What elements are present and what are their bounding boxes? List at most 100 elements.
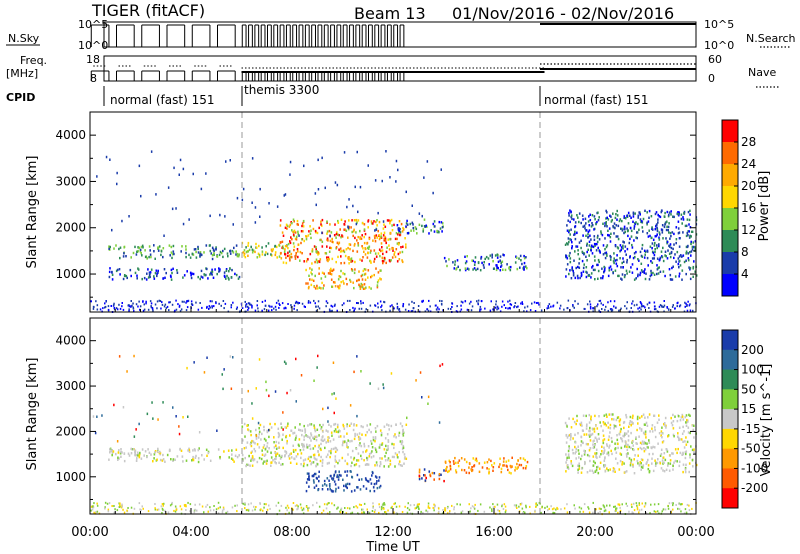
- heatmap-cell: [244, 435, 246, 438]
- heatmap-cell: [144, 255, 147, 259]
- heatmap-cell: [690, 254, 692, 257]
- heatmap-cell: [407, 502, 409, 505]
- heatmap-cell: [306, 472, 309, 475]
- heatmap-cell: [627, 222, 630, 225]
- heatmap-cell: [123, 246, 125, 249]
- heatmap-cell: [691, 245, 694, 249]
- heatmap-cell: [453, 267, 456, 270]
- heatmap-cell: [653, 446, 656, 449]
- heatmap-cell: [611, 309, 614, 312]
- heatmap-cell: [231, 449, 233, 452]
- heatmap-cell: [290, 452, 292, 455]
- heatmap-cell: [339, 510, 341, 513]
- heatmap-cell: [102, 307, 104, 310]
- heatmap-cell: [594, 414, 596, 418]
- heatmap-cell: [369, 478, 372, 481]
- heatmap-cell: [655, 308, 657, 311]
- heatmap-cell: [251, 304, 253, 307]
- heatmap-cell: [96, 175, 98, 178]
- heatmap-cell: [343, 261, 346, 265]
- heatmap-cell: [163, 502, 165, 505]
- heatmap-cell: [605, 217, 607, 220]
- heatmap-cell: [588, 254, 590, 257]
- heatmap-cell: [650, 269, 652, 273]
- heatmap-cell: [231, 249, 234, 253]
- heatmap-cell: [647, 467, 650, 471]
- heatmap-cell: [287, 303, 289, 305]
- heatmap-cell: [619, 250, 621, 253]
- heatmap-cell: [369, 251, 372, 254]
- heatmap-cell: [662, 259, 665, 263]
- heatmap-cell: [686, 231, 689, 235]
- heatmap-cell: [589, 234, 591, 237]
- heatmap-cell: [693, 245, 695, 249]
- heatmap-cell: [337, 278, 340, 281]
- heatmap-cell: [656, 233, 658, 236]
- heatmap-cell: [344, 507, 346, 509]
- heatmap-cell: [680, 416, 683, 419]
- heatmap-cell: [365, 478, 367, 481]
- heatmap-cell: [654, 241, 656, 245]
- heatmap-cell: [673, 232, 675, 236]
- heatmap-cell: [598, 455, 601, 458]
- heatmap-cell: [398, 308, 401, 310]
- heatmap-cell: [378, 220, 381, 224]
- heatmap-cell: [671, 231, 674, 234]
- heatmap-cell: [608, 266, 611, 270]
- heatmap-cell: [325, 455, 328, 459]
- heatmap-cell: [633, 448, 635, 452]
- heatmap-cell: [319, 459, 322, 463]
- heatmap-cell: [317, 354, 319, 358]
- heatmap-cell: [308, 455, 310, 459]
- heatmap-cell: [504, 268, 507, 272]
- heatmap-cell: [255, 434, 258, 437]
- heatmap-cell: [574, 300, 576, 303]
- heatmap-cell: [383, 448, 386, 451]
- heatmap-cell: [338, 435, 340, 438]
- heatmap-cell: [328, 450, 330, 453]
- heatmap-cell: [358, 270, 360, 273]
- heatmap-cell: [654, 235, 657, 238]
- heatmap-cell: [624, 470, 627, 474]
- heatmap-cell: [274, 444, 277, 447]
- heatmap-cell: [602, 429, 604, 432]
- heatmap-cell: [416, 505, 418, 508]
- heatmap-cell: [346, 432, 348, 435]
- heatmap-cell: [460, 308, 463, 311]
- heatmap-cell: [646, 445, 648, 449]
- heatmap-cell: [667, 507, 670, 510]
- heatmap-cell: [336, 309, 338, 312]
- heatmap-cell: [328, 250, 331, 253]
- heatmap-cell: [352, 249, 354, 253]
- heatmap-cell: [567, 453, 570, 456]
- heatmap-cell: [336, 507, 338, 510]
- heatmap-cell: [600, 508, 602, 510]
- heatmap-cell: [183, 300, 185, 303]
- heatmap-cell: [372, 502, 374, 505]
- heatmap-cell: [257, 421, 260, 425]
- heatmap-cell: [137, 305, 139, 308]
- heatmap-cell: [335, 232, 338, 236]
- heatmap-cell: [331, 237, 333, 241]
- heatmap-cell: [565, 433, 568, 437]
- heatmap-cell: [314, 429, 317, 433]
- heatmap-cell: [684, 468, 687, 471]
- heatmap-cell: [322, 287, 324, 290]
- heatmap-cell: [157, 418, 159, 421]
- heatmap-cell: [418, 508, 420, 511]
- heatmap-cell: [405, 423, 408, 426]
- heatmap-cell: [312, 279, 315, 282]
- heatmap-cell: [609, 235, 612, 239]
- heatmap-cell: [358, 285, 361, 288]
- heatmap-cell: [252, 440, 255, 443]
- heatmap-cell: [516, 267, 519, 271]
- heatmap-cell: [657, 503, 660, 506]
- heatmap-cell: [185, 245, 187, 248]
- heatmap-cell: [632, 220, 634, 223]
- colorbar-tick-label: 20: [741, 179, 756, 193]
- heatmap-cell: [472, 268, 474, 271]
- heatmap-cell: [211, 257, 214, 261]
- heatmap-cell: [340, 507, 343, 510]
- heatmap-cell: [412, 223, 414, 226]
- heatmap-cell: [172, 267, 174, 270]
